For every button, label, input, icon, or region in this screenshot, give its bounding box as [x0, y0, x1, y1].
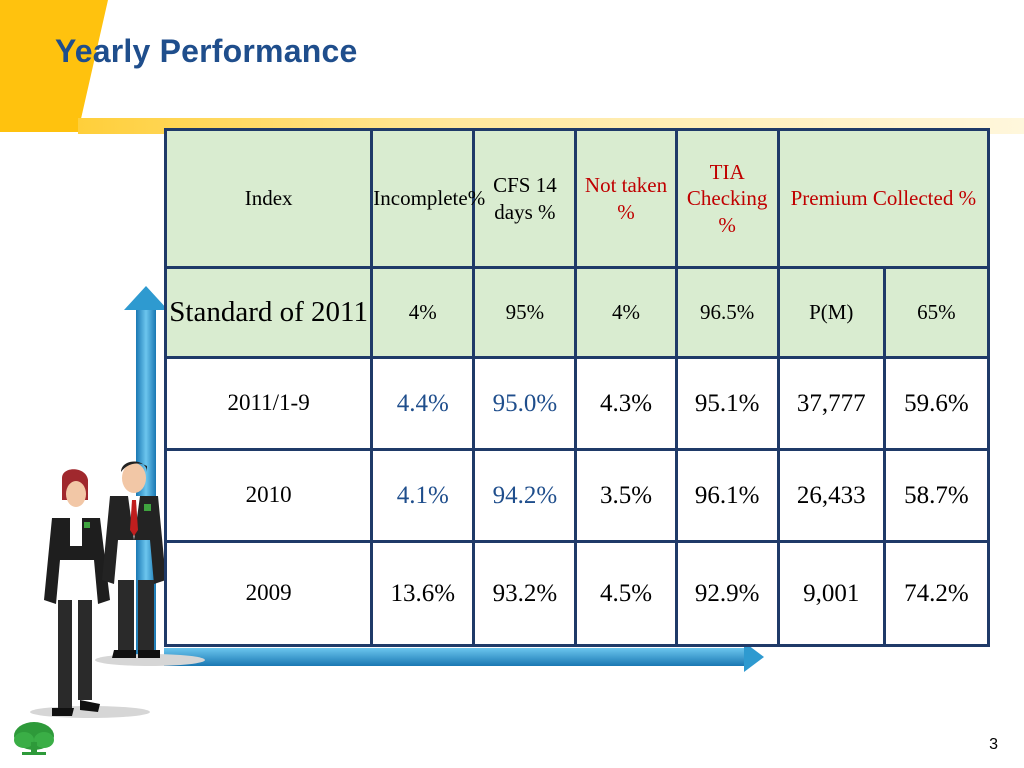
header-cell: CFS 14 days % — [472, 128, 578, 269]
vertical-axis-arrow-icon — [124, 286, 168, 660]
table-row: 2011/1-9 4.4% 95.0% 4.3% 95.1% 37,777 59… — [163, 356, 991, 451]
standard-cell: 96.5% — [674, 266, 780, 359]
standard-label: Standard of 2011 — [163, 266, 374, 359]
table-cell: 58.7% — [882, 448, 991, 543]
table-cell: 3.5% — [574, 448, 678, 543]
row-label: 2011/1-9 — [163, 356, 374, 451]
header-cell: Incomplete% — [370, 128, 485, 269]
table-cell: 95.0% — [472, 356, 578, 451]
table-cell: 96.1% — [674, 448, 780, 543]
table-row: 2010 4.1% 94.2% 3.5% 96.1% 26,433 58.7% — [163, 448, 991, 543]
header-cell: Index — [163, 128, 374, 269]
standard-cell: P(M) — [776, 266, 886, 359]
table-cell: 4.5% — [574, 540, 678, 647]
row-label: 2009 — [163, 540, 374, 647]
table-cell: 37,777 — [776, 356, 886, 451]
header-cell: Premium Collected % — [776, 128, 991, 269]
table-cell: 26,433 — [776, 448, 886, 543]
table-cell: 95.1% — [674, 356, 780, 451]
table-cell: 93.2% — [472, 540, 578, 647]
business-woman-illustration — [30, 469, 150, 718]
table-cell: 74.2% — [882, 540, 991, 647]
slide-title: Yearly Performance — [55, 33, 358, 69]
table-header-row: Index Incomplete% CFS 14 days % Not take… — [163, 128, 991, 269]
standard-cell: 4% — [574, 266, 678, 359]
header-cell: Not taken % — [574, 128, 678, 269]
table-cell: 59.6% — [882, 356, 991, 451]
table-cell: 9,001 — [776, 540, 886, 647]
table-cell: 4.1% — [370, 448, 476, 543]
standard-cell: 65% — [882, 266, 991, 359]
table-cell: 94.2% — [472, 448, 578, 543]
table-cell: 4.3% — [574, 356, 678, 451]
standard-row: Standard of 2011 4% 95% 4% 96.5% P(M) 65… — [163, 266, 991, 359]
table-cell: 92.9% — [674, 540, 780, 647]
table-cell: 13.6% — [370, 540, 476, 647]
table-row: 2009 13.6% 93.2% 4.5% 92.9% 9,001 74.2% — [163, 540, 991, 647]
performance-table: Index Incomplete% CFS 14 days % Not take… — [163, 128, 991, 647]
table-cell: 4.4% — [370, 356, 476, 451]
standard-cell: 95% — [472, 266, 578, 359]
header-cell: TIA Checking % — [674, 128, 780, 269]
tree-logo-icon — [14, 722, 54, 755]
row-label: 2010 — [163, 448, 374, 543]
page-number: 3 — [989, 736, 998, 753]
standard-cell: 4% — [370, 266, 476, 359]
